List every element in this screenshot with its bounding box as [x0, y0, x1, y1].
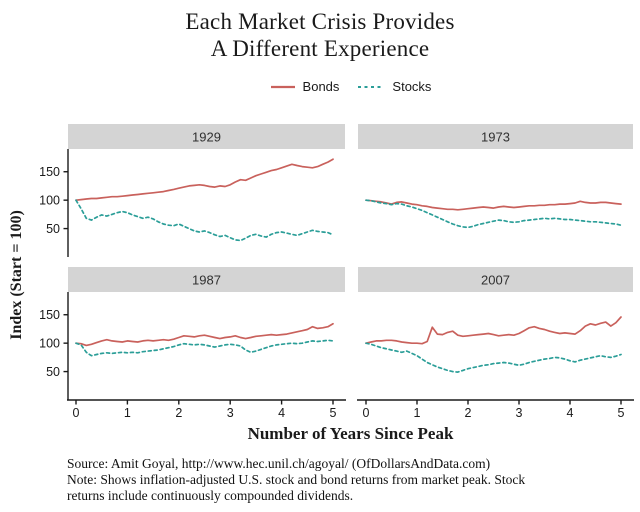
facet-strip-label-1973: 1973	[481, 130, 510, 145]
x-tick-label: 3	[516, 406, 523, 420]
facet-strip-1987	[68, 267, 345, 292]
legend-label-stocks: Stocks	[392, 79, 432, 94]
footnote: Source: Amit Goyal, http://www.hec.unil.…	[67, 456, 627, 504]
x-tick-label: 0	[73, 406, 80, 420]
x-tick-label: 2	[175, 406, 182, 420]
chart-title: Each Market Crisis Provides A Different …	[0, 8, 640, 62]
stocks-dashed-line-swatch-icon	[358, 85, 385, 88]
x-tick-label: 0	[363, 406, 370, 420]
stocks-line-1987	[75, 339, 334, 357]
x-tick-label: 2	[465, 406, 472, 420]
x-tick-label: 4	[278, 406, 285, 420]
chart-title-line2: A Different Experience	[210, 36, 430, 61]
legend-item-stocks: Stocks	[357, 79, 431, 94]
y-tick-label: 100	[39, 337, 60, 351]
chart-title-line1: Each Market Crisis Provides	[185, 9, 455, 34]
x-tick-label: 4	[567, 406, 574, 420]
y-tick-label: 50	[46, 365, 60, 379]
legend: Bonds Stocks	[68, 79, 633, 94]
facet-strip-label-1929: 1929	[192, 130, 221, 145]
bonds-line-1929	[75, 158, 334, 202]
x-tick-label: 5	[330, 406, 337, 420]
x-tick-label: 1	[414, 406, 421, 420]
x-tick-label: 1	[124, 406, 131, 420]
facet-strip-2007	[358, 267, 633, 292]
x-axis-title: Number of Years Since Peak	[247, 424, 454, 443]
footnote-note-line2: returns include continuously compounded …	[67, 488, 354, 503]
footnote-source-line: Source: Amit Goyal, http://www.hec.unil.…	[67, 456, 491, 471]
y-tick-label: 50	[46, 222, 60, 236]
y-tick-label: 100	[39, 194, 60, 208]
footnote-note-line1: Note: Shows inflation-adjusted U.S. stoc…	[67, 472, 526, 487]
bonds-line-1973	[365, 199, 622, 211]
facet-strip-label-1987: 1987	[192, 273, 221, 288]
facet-strip-1929	[68, 124, 345, 149]
bonds-line-1987	[75, 322, 334, 347]
bonds-line-2007	[365, 316, 622, 345]
facet-strip-label-2007: 2007	[481, 273, 510, 288]
y-tick-label: 150	[39, 165, 60, 179]
stocks-line-2007	[365, 342, 622, 373]
stocks-line-1973	[365, 199, 622, 229]
bonds-line-swatch-icon	[270, 85, 295, 88]
stocks-line-1929	[75, 199, 334, 242]
x-tick-label: 3	[227, 406, 234, 420]
legend-label-bonds: Bonds	[302, 79, 340, 94]
y-tick-label: 150	[39, 308, 60, 322]
x-tick-label: 5	[618, 406, 625, 420]
legend-item-bonds: Bonds	[270, 79, 340, 94]
facet-strip-1973	[358, 124, 633, 149]
